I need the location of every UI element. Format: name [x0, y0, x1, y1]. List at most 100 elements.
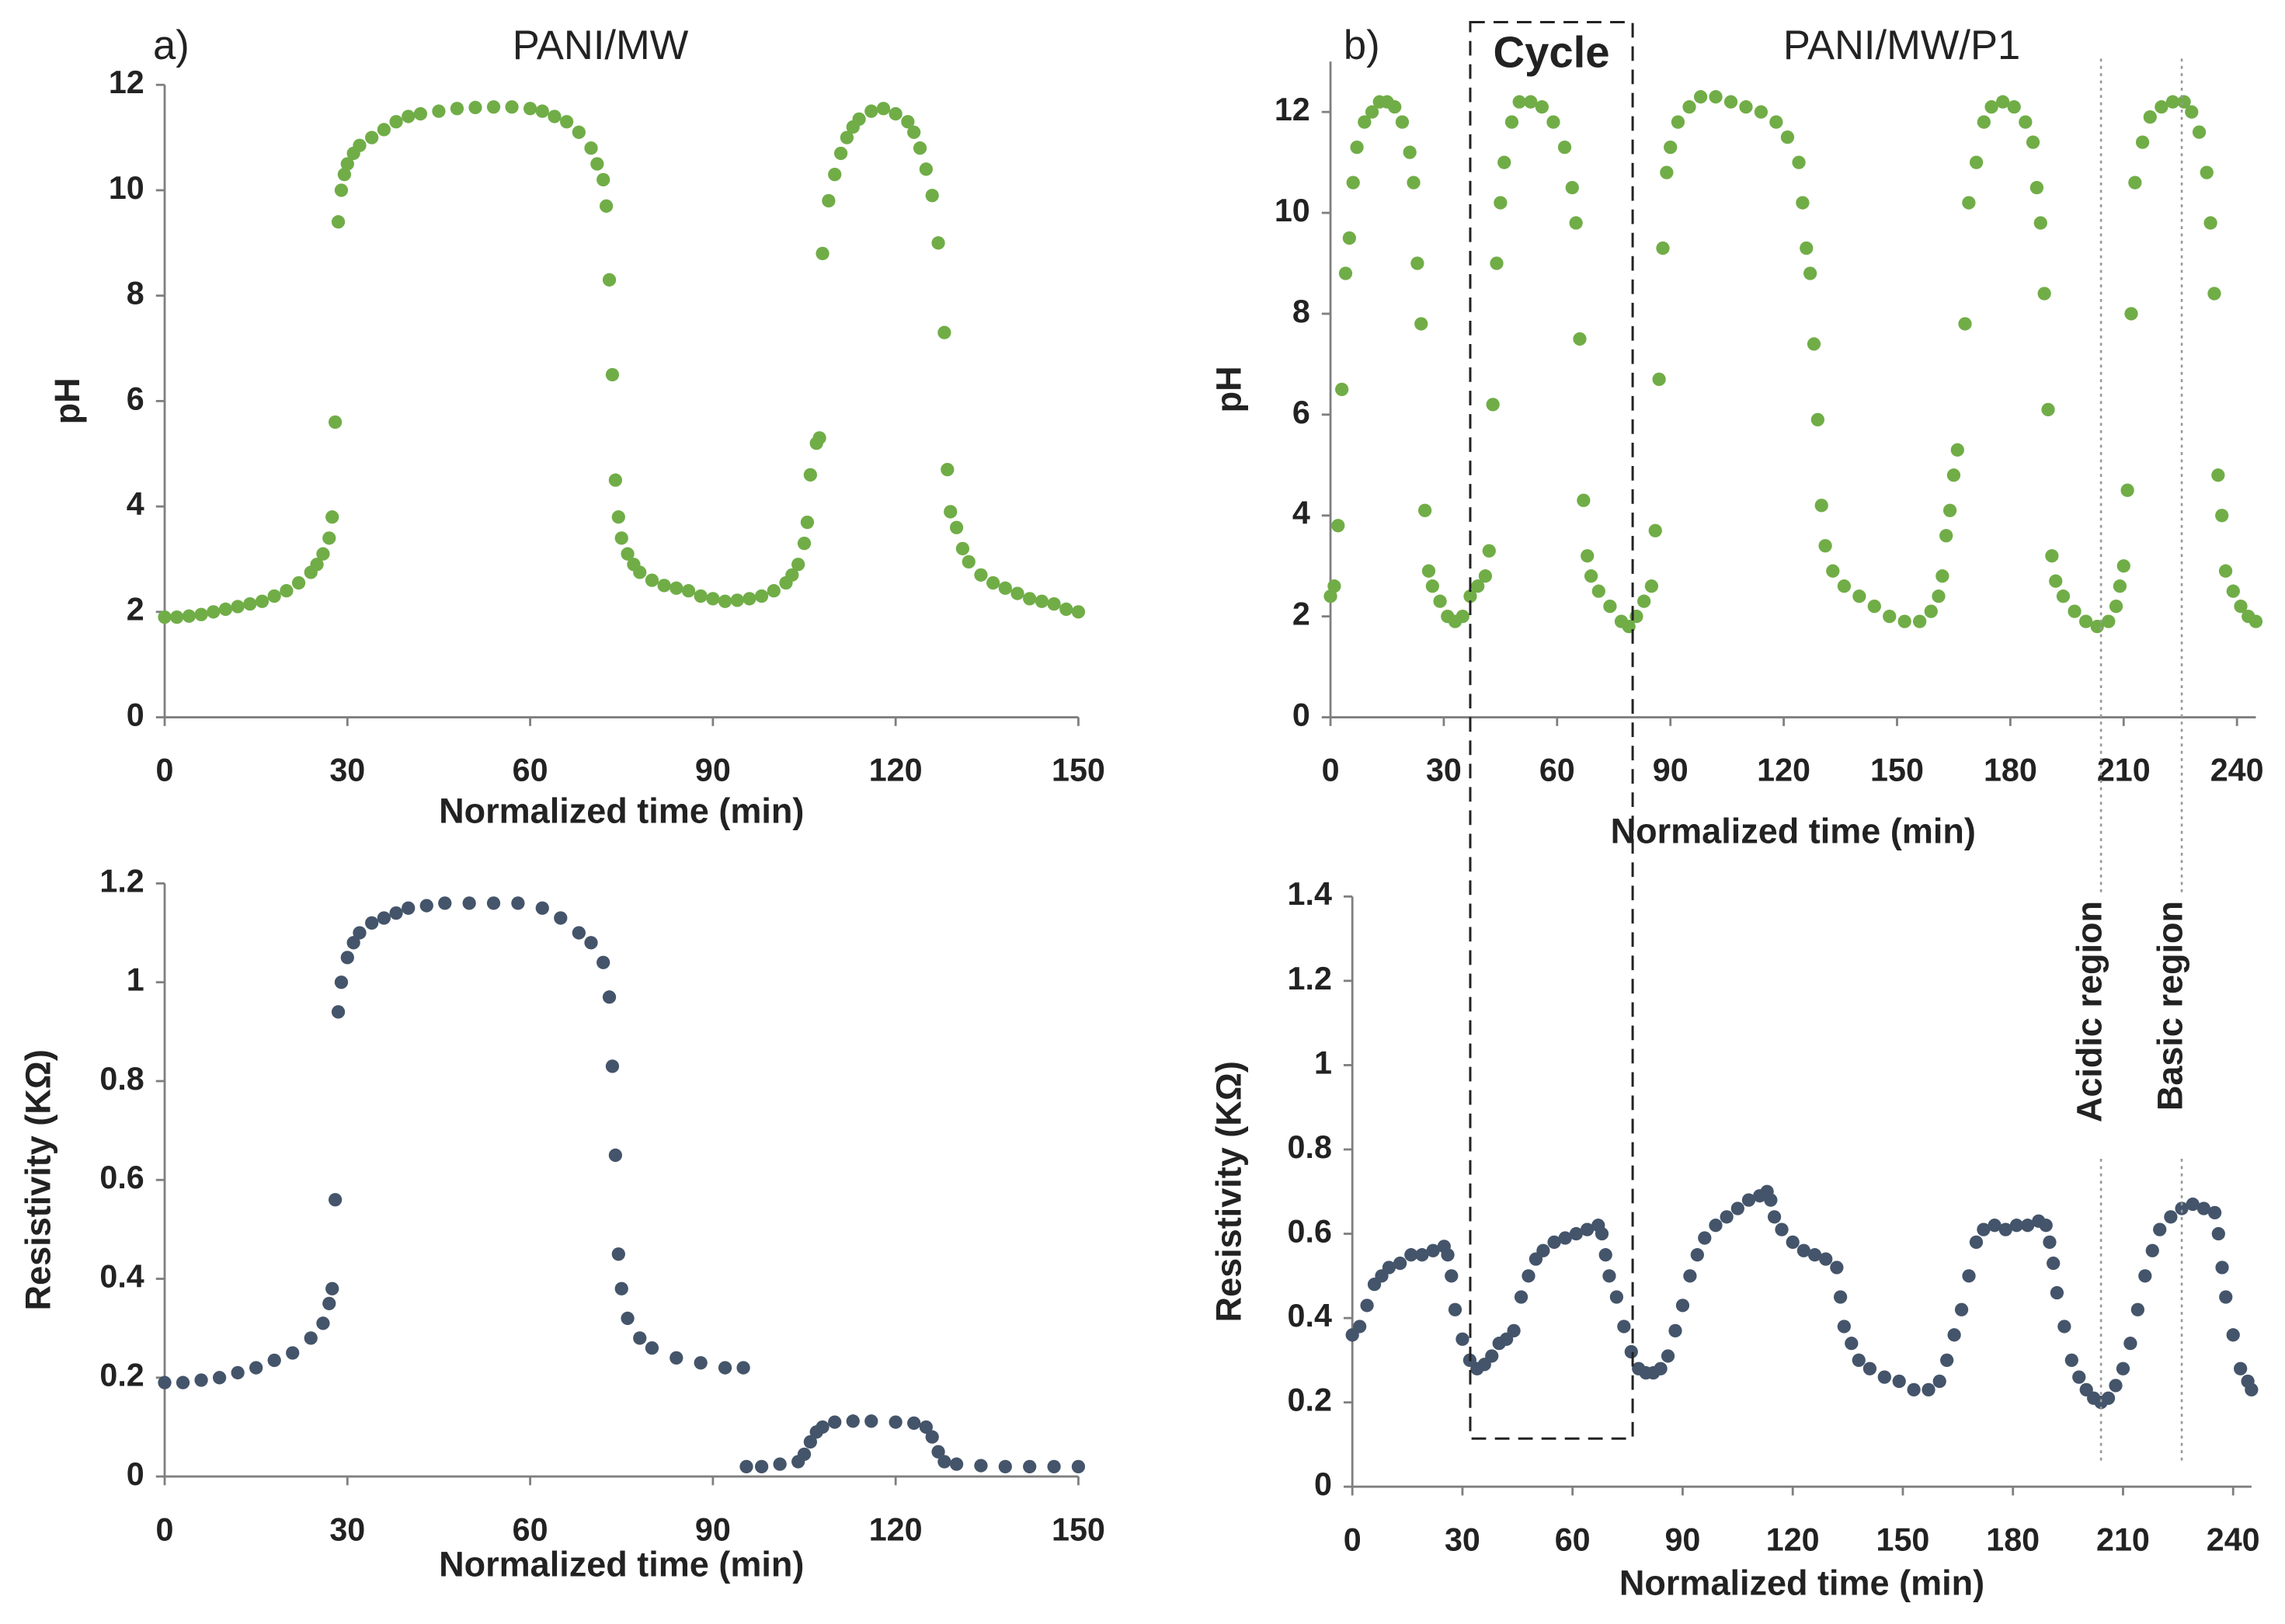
data-point: [767, 584, 781, 598]
y-tick-label: 0.4: [1288, 1298, 1332, 1334]
data-point: [1954, 1302, 1969, 1316]
data-point: [1907, 1382, 1921, 1397]
data-point: [377, 911, 391, 925]
y-axis-label: pH: [47, 377, 87, 424]
y-tick-label: 6: [1292, 395, 1310, 430]
data-point: [1826, 564, 1840, 578]
data-point: [718, 1361, 732, 1375]
data-point: [1591, 584, 1605, 598]
x-tick-label: 180: [1986, 1521, 2040, 1557]
data-point: [1720, 1210, 1734, 1224]
data-point: [590, 157, 604, 171]
data-point: [1998, 1222, 2012, 1236]
x-tick-label: 0: [156, 753, 174, 788]
data-point: [1690, 1248, 1704, 1262]
data-point: [596, 172, 610, 187]
data-point: [611, 1247, 625, 1261]
data-point: [340, 951, 354, 965]
data-point: [2102, 614, 2116, 628]
data-point: [1047, 1459, 1061, 1473]
data-point: [633, 565, 647, 579]
data-point: [739, 1459, 753, 1473]
data-point: [1877, 1370, 1891, 1384]
data-point: [1323, 589, 1337, 603]
data-point: [889, 106, 903, 121]
x-tick-label: 150: [1870, 753, 1924, 788]
data-point: [2041, 402, 2055, 416]
data-point: [1962, 196, 1976, 210]
data-point: [706, 592, 720, 606]
data-point: [1494, 196, 1508, 210]
data-point: [1565, 180, 1579, 195]
data-point: [1845, 1337, 1859, 1351]
data-point: [2068, 604, 2082, 618]
data-point: [548, 110, 562, 123]
data-point: [1395, 115, 1410, 129]
x-tick-label: 30: [329, 753, 365, 788]
data-point: [1471, 579, 1485, 593]
data-point: [2049, 574, 2063, 588]
data-point: [2226, 584, 2240, 598]
data-point: [1652, 372, 1666, 387]
data-point: [1932, 589, 1946, 603]
data-point: [2019, 115, 2033, 129]
data-point: [1490, 256, 1504, 270]
data-point: [2153, 1222, 2167, 1236]
data-point: [974, 1459, 988, 1473]
data-point: [1792, 155, 1806, 169]
data-point: [1463, 589, 1477, 603]
y-tick-label: 1.2: [1288, 961, 1332, 996]
data-point: [1573, 332, 1587, 346]
data-point: [310, 558, 324, 572]
data-point: [949, 520, 964, 534]
data-point: [511, 896, 525, 910]
data-point: [2064, 1353, 2078, 1368]
data-point: [925, 189, 939, 203]
data-point: [1682, 100, 1696, 114]
data-point: [670, 581, 683, 595]
data-point: [1830, 1261, 1844, 1275]
data-point: [1421, 564, 1436, 578]
data-point: [1346, 176, 1360, 190]
y-tick-label: 0.8: [1288, 1129, 1332, 1165]
data-point: [1609, 1290, 1624, 1304]
data-point: [1353, 1320, 1367, 1334]
panel-label: b): [1344, 23, 1380, 68]
data-point: [2045, 549, 2059, 563]
y-tick-label: 8: [127, 276, 144, 311]
data-point: [1448, 1302, 1462, 1316]
x-tick-label: 30: [329, 1511, 365, 1547]
data-point: [1514, 1290, 1529, 1304]
data-point: [249, 1361, 263, 1375]
data-point: [535, 104, 549, 118]
data-point: [2219, 1290, 2233, 1304]
data-point: [605, 367, 620, 382]
data-point: [1996, 95, 2010, 109]
data-point: [1819, 1252, 1833, 1266]
data-point: [1958, 317, 1972, 331]
data-point: [1775, 1222, 1789, 1236]
data-point: [611, 510, 625, 524]
data-point: [1023, 592, 1037, 606]
data-point: [322, 531, 336, 545]
data-point: [286, 1346, 300, 1360]
data-point: [602, 990, 617, 1004]
data-point: [1723, 95, 1738, 109]
y-tick-label: 0: [1314, 1466, 1332, 1502]
data-point: [255, 594, 270, 608]
data-point: [1010, 586, 1024, 600]
data-point: [1535, 100, 1549, 114]
data-point: [1584, 569, 1598, 583]
data-point: [572, 926, 586, 940]
data-point: [1671, 115, 1685, 129]
data-point: [1897, 614, 1911, 628]
data-point: [1624, 1344, 1638, 1359]
x-tick-label: 60: [1539, 753, 1575, 788]
label-bg: [2155, 896, 2191, 1156]
data-point: [2057, 1320, 2071, 1334]
data-point: [919, 1420, 934, 1434]
data-point: [2020, 1219, 2035, 1233]
y-tick-label: 0.6: [99, 1160, 144, 1195]
data-point: [797, 536, 812, 551]
data-point: [608, 473, 623, 487]
